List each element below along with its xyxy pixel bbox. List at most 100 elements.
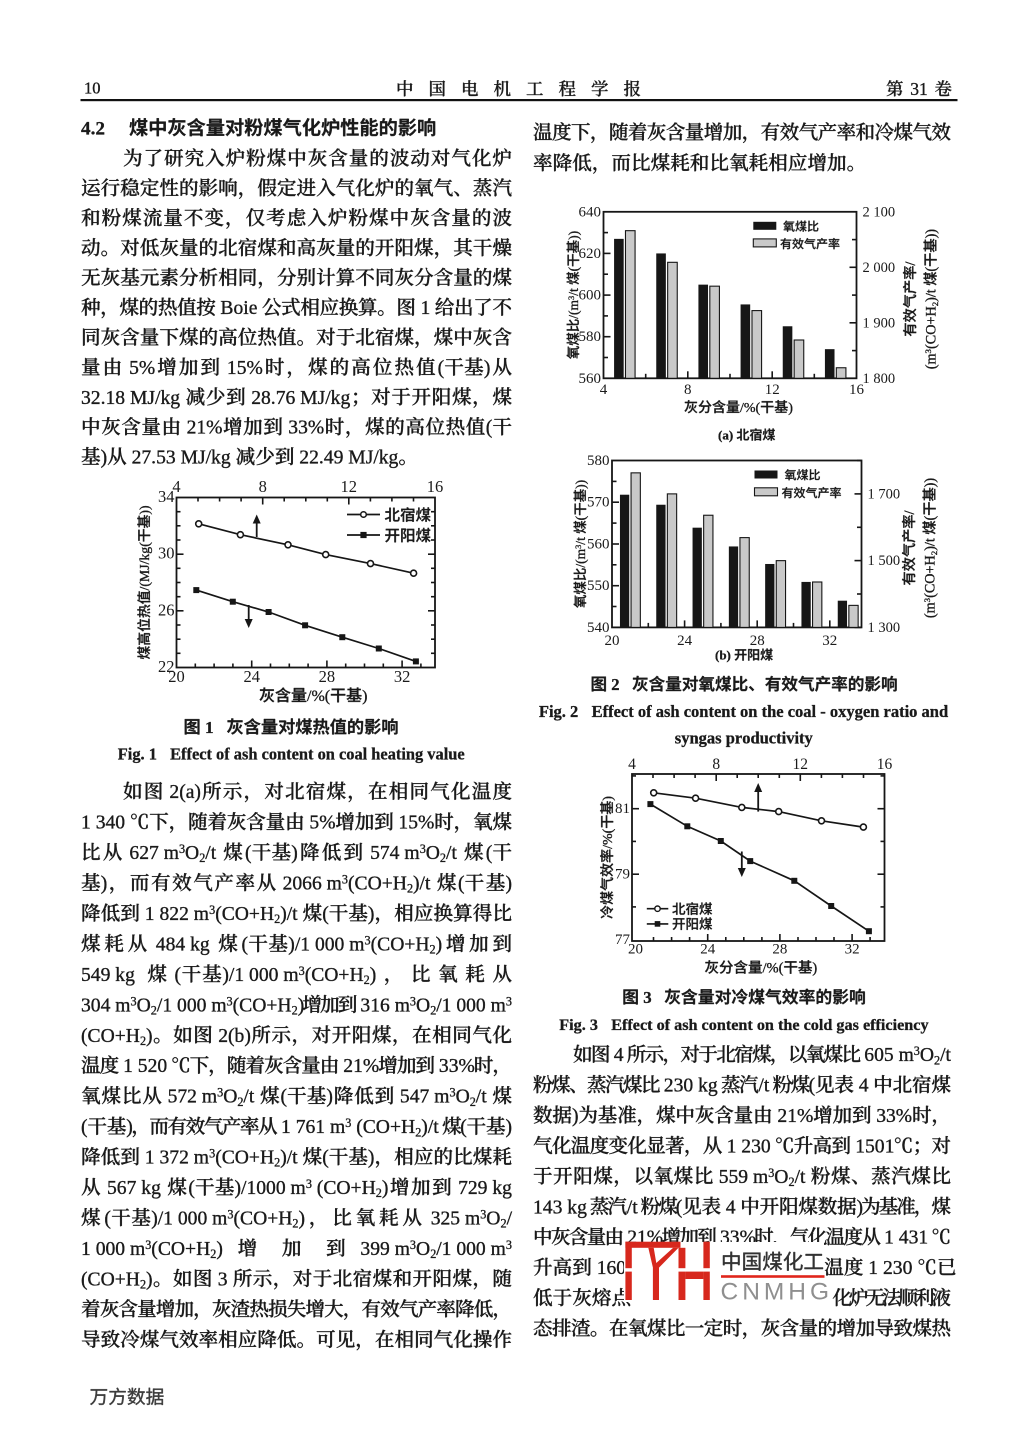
svg-text:/1 000 m: /1 000 m [436, 995, 506, 1016]
svg-text:O: O [456, 1087, 470, 1108]
svg-text:/t: /t [446, 843, 462, 864]
svg-text:2: 2 [789, 1175, 795, 1189]
svg-text:): ) [146, 1026, 153, 1047]
svg-text:)/t: )/t [924, 286, 940, 302]
svg-text:4: 4 [854, 1076, 874, 1097]
svg-text:304 m: 304 m [81, 995, 131, 1016]
svg-text:1 700: 1 700 [868, 486, 901, 502]
svg-text:(: ( [460, 1117, 467, 1138]
svg-text:3: 3 [567, 296, 576, 300]
svg-text:(: ( [188, 1178, 195, 1199]
svg-text:605 m: 605 m [859, 1045, 913, 1066]
svg-text:143 kg: 143 kg [533, 1197, 592, 1218]
svg-text:4: 4 [628, 756, 636, 773]
svg-text:/(m: /(m [566, 299, 581, 318]
svg-text:20: 20 [605, 633, 620, 649]
svg-text:/t: /t [205, 843, 221, 864]
svg-text:2066 m: 2066 m [278, 874, 342, 895]
svg-text:10: 10 [84, 79, 101, 98]
svg-text:/%(: /%( [763, 961, 784, 977]
svg-text:(: ( [573, 515, 588, 520]
svg-text:(: ( [281, 1087, 288, 1108]
svg-text:3: 3 [410, 994, 416, 1008]
svg-text:Boie: Boie [216, 298, 263, 319]
svg-text:)): )) [924, 229, 940, 239]
svg-text:(CO+H: (CO+H [312, 1178, 376, 1199]
svg-text:CNMHG: CNMHG [721, 1278, 834, 1305]
svg-text:3: 3 [365, 933, 371, 947]
svg-text:)/t: )/t [280, 904, 302, 925]
svg-text:4: 4 [172, 477, 180, 496]
svg-text:Effect of ash content on coal: Effect of ash content on coal heating va… [170, 745, 465, 764]
svg-text:1: 1 [201, 718, 214, 737]
svg-text:2: 2 [237, 1095, 243, 1109]
svg-text:3: 3 [480, 1207, 486, 1221]
svg-text:2(a): 2(a) [165, 782, 201, 803]
svg-text:)/t: )/t [923, 535, 939, 551]
svg-text:2: 2 [470, 1095, 476, 1109]
svg-text:1 822 m: 1 822 m [140, 904, 209, 925]
svg-text:21%: 21% [182, 418, 223, 439]
svg-text:Effect of ash content on the c: Effect of ash content on the cold gas ef… [611, 1016, 928, 1034]
svg-text:1 000 m: 1 000 m [81, 1239, 145, 1260]
svg-text:16: 16 [427, 477, 444, 496]
svg-text:24: 24 [677, 633, 693, 649]
svg-text:3: 3 [227, 1207, 233, 1221]
svg-text:/: / [902, 511, 918, 515]
svg-text:Fig. 1: Fig. 1 [118, 745, 157, 764]
svg-text:O: O [223, 1087, 237, 1108]
svg-text:600: 600 [579, 288, 602, 304]
svg-text:1 230: 1 230 [863, 1258, 917, 1279]
svg-text:): ) [484, 358, 491, 379]
svg-text:): ) [506, 874, 513, 895]
svg-text:2: 2 [199, 851, 205, 865]
svg-text:2(b): 2(b) [213, 1026, 251, 1047]
svg-text:(: ( [486, 843, 493, 864]
svg-text:540: 540 [587, 620, 610, 636]
svg-text:3: 3 [420, 842, 426, 856]
svg-text:79: 79 [615, 867, 630, 883]
svg-text:21%: 21% [338, 1056, 379, 1077]
svg-text:/t: /t [627, 1197, 643, 1218]
svg-text:O: O [774, 1167, 788, 1188]
svg-text:)/1 000 m: )/1 000 m [222, 965, 298, 986]
svg-text:2: 2 [430, 1247, 436, 1261]
svg-text:/: / [903, 262, 919, 266]
svg-text:)): )) [137, 505, 153, 514]
svg-text:549 kg: 549 kg [81, 965, 140, 986]
svg-text:1 500: 1 500 [868, 553, 901, 569]
svg-text:2: 2 [376, 1186, 382, 1200]
svg-text:(CO+H: (CO+H [233, 995, 292, 1016]
svg-text:/1 000 m: /1 000 m [157, 995, 227, 1016]
svg-text:O: O [185, 843, 199, 864]
svg-text:/t: /t [758, 1076, 774, 1097]
svg-text:560: 560 [587, 537, 610, 553]
svg-text:4: 4 [600, 382, 608, 398]
svg-text:4: 4 [721, 1197, 741, 1218]
svg-text:1 372 m: 1 372 m [140, 1148, 209, 1169]
svg-text:): ) [146, 1269, 153, 1290]
svg-text:): ) [299, 1209, 306, 1230]
svg-text:572 m: 572 m [163, 1087, 217, 1108]
svg-text:(: ( [438, 358, 445, 379]
svg-text:2: 2 [501, 1217, 507, 1231]
svg-text:16: 16 [849, 382, 865, 398]
svg-text:2: 2 [440, 851, 446, 865]
svg-text:1 431: 1 431 [879, 1228, 933, 1249]
svg-text:): ) [291, 843, 298, 864]
svg-text:O: O [137, 995, 151, 1016]
svg-text:1 300: 1 300 [868, 620, 901, 636]
svg-text:3: 3 [227, 994, 233, 1008]
svg-text:26: 26 [158, 600, 175, 619]
svg-text:20: 20 [628, 942, 643, 958]
svg-text:(: ( [104, 1209, 111, 1230]
svg-text:12: 12 [341, 477, 358, 496]
svg-text:/(m: /(m [573, 548, 588, 567]
svg-text:484 kg: 484 kg [151, 935, 215, 956]
svg-text:(CO+H: (CO+H [923, 555, 939, 598]
svg-text:620: 620 [579, 246, 602, 262]
svg-text:/t: /t [243, 1087, 259, 1108]
svg-text:16: 16 [877, 756, 893, 773]
svg-text:O: O [486, 1209, 500, 1230]
svg-text:/t: /t [566, 285, 581, 296]
